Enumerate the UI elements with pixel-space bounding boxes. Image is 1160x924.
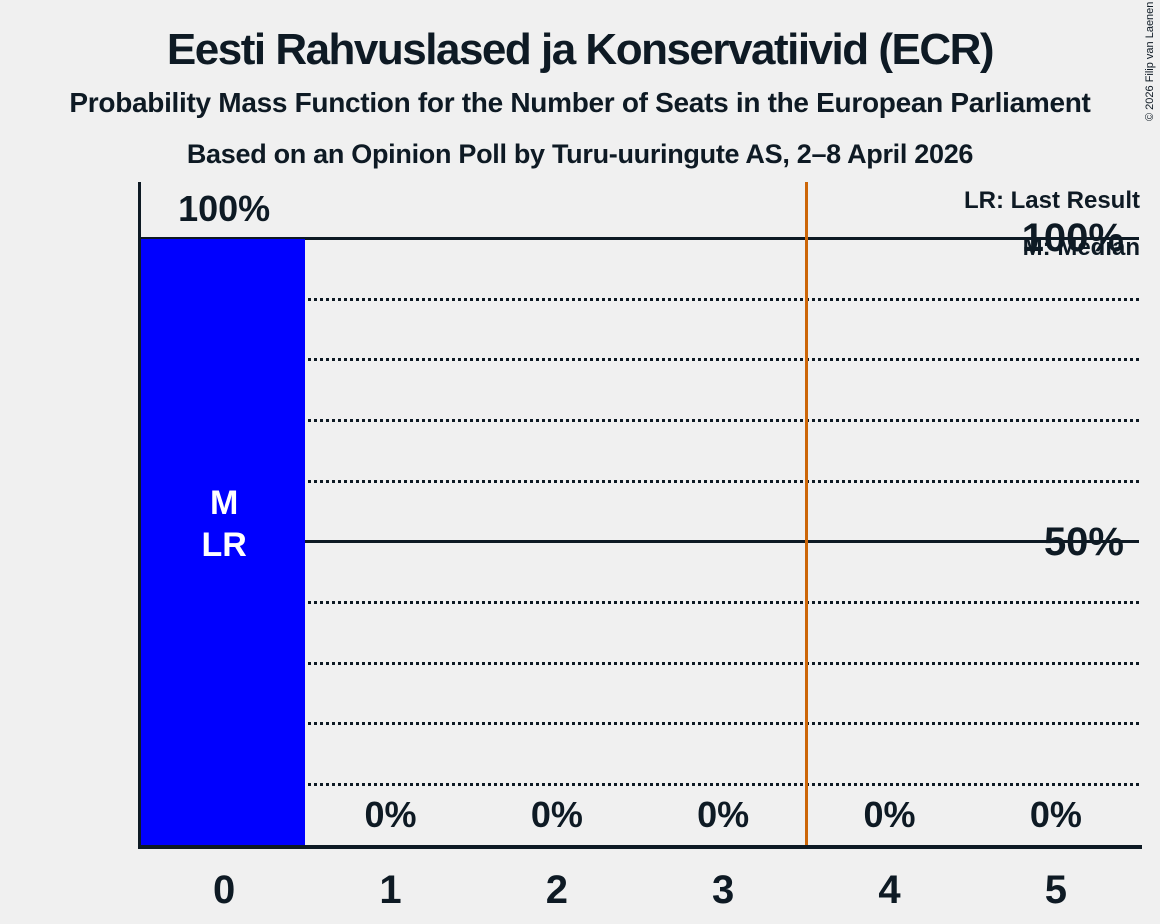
y-tick-label-50: 50% [1043,520,1124,564]
gridline-solid-100 [139,237,1139,240]
x-tick-label-3: 3 [712,868,735,912]
gridline-dotted-40 [139,600,1139,604]
x-tick-label-5: 5 [1044,868,1067,912]
gridline-dotted-80 [139,358,1139,362]
y-axis-line [138,182,141,849]
bar-seat-0 [141,238,306,845]
value-label-seat-2: 0% [530,794,583,835]
gridline-solid-50 [139,540,1139,544]
value-label-seat-1: 0% [364,794,417,835]
gridline-dotted-30 [139,661,1139,665]
legend-entry-median: M: Median [1022,234,1140,261]
copyright-notice: © 2026 Filip van Laenen [1144,1,1156,121]
value-label-seat-3: 0% [697,794,750,835]
x-tick-label-2: 2 [545,868,568,912]
y-tick-label-100: 100% [1021,216,1124,260]
chart-subtitle: Probability Mass Function for the Number… [69,87,1091,118]
value-label-seat-5: 0% [1029,794,1082,835]
value-label-seat-0: 100% [178,187,271,229]
gridline-dotted-90 [139,297,1139,301]
x-tick-label-0: 0 [213,868,236,912]
reference-line [804,182,808,845]
chart-title: Eesti Rahvuslased ja Konservatiivid (ECR… [166,25,995,74]
legend-entry-last-result: LR: Last Result [963,187,1140,214]
gridline-dotted-10 [139,782,1139,786]
chart-source-line: Based on an Opinion Poll by Turu-uuringu… [186,139,974,169]
x-tick-label-4: 4 [878,868,901,912]
x-axis-line [138,845,1142,849]
value-label-seat-4: 0% [863,794,916,835]
bar-annotation-median-last-result: M LR [201,484,247,564]
gridline-dotted-20 [139,722,1139,726]
x-tick-label-1: 1 [379,868,402,912]
gridline-dotted-60 [139,479,1139,483]
gridline-dotted-70 [139,418,1139,422]
